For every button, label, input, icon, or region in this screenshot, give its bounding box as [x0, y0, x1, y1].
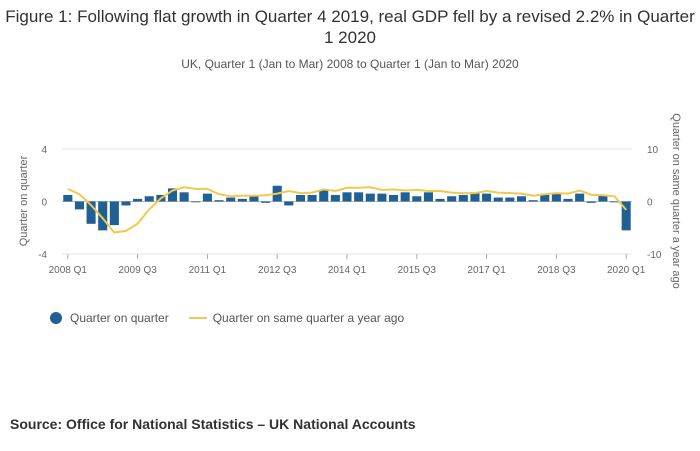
bar-qoq[interactable]	[237, 198, 247, 202]
bar-qoq[interactable]	[505, 197, 515, 202]
bar-qoq[interactable]	[528, 200, 538, 202]
bar-qoq[interactable]	[330, 194, 340, 202]
bar-qoq[interactable]	[202, 193, 212, 202]
bar-qoq[interactable]	[121, 201, 131, 206]
bar-qoq[interactable]	[98, 201, 108, 231]
bar-qoq[interactable]	[284, 201, 294, 206]
bar-qoq[interactable]	[179, 192, 189, 202]
bar-qoq[interactable]	[575, 193, 585, 202]
legend-qoq-marker	[50, 312, 62, 324]
y-tick-left: 0	[41, 198, 47, 209]
x-tick-label: 2020 Q1	[607, 265, 646, 276]
bar-qoq[interactable]	[470, 192, 480, 202]
legend-item-yoy[interactable]: Quarter on same quarter a year ago	[188, 311, 405, 325]
legend-yoy-label: Quarter on same quarter a year ago	[212, 311, 405, 325]
x-tick-label: 2018 Q3	[537, 265, 576, 276]
bar-qoq[interactable]	[563, 198, 573, 202]
x-tick-label: 2014 Q1	[328, 265, 367, 276]
bar-qoq[interactable]	[458, 194, 468, 202]
x-tick-label: 2015 Q3	[398, 265, 437, 276]
x-tick-label: 2011 Q1	[189, 265, 227, 276]
bar-qoq[interactable]	[133, 198, 143, 202]
y-tick-right: -10	[647, 250, 662, 261]
x-tick-label: 2012 Q3	[258, 265, 297, 276]
bar-qoq[interactable]	[319, 189, 329, 202]
chart-area: 4 0 -4 10 0 -10 2008 Q1 2009 Q3 2011 Q1 2012 Q3…	[18, 113, 682, 288]
bar-qoq[interactable]	[261, 201, 271, 203]
y-axis-right-label: Quarter on same quarter a year ago	[670, 113, 682, 288]
bar-qoq[interactable]	[144, 196, 154, 202]
bar-qoq[interactable]	[551, 193, 561, 202]
chart-title: Figure 1: Following flat growth in Quart…	[5, 7, 695, 47]
bar-qoq[interactable]	[191, 201, 201, 203]
legend-qoq-label: Quarter on quarter	[70, 311, 169, 325]
chart-subtitle: UK, Quarter 1 (Jan to Mar) 2008 to Quart…	[181, 57, 519, 71]
bar-qoq[interactable]	[423, 192, 433, 202]
bar-qoq[interactable]	[388, 194, 399, 202]
legend-item-qoq[interactable]: Quarter on quarter	[50, 311, 169, 325]
yoy-series-line	[67, 186, 627, 234]
bar-qoq[interactable]	[377, 193, 387, 202]
y-tick-right: 0	[647, 198, 653, 209]
source-note: Source: Office for National Statistics –…	[10, 416, 416, 432]
bar-qoq[interactable]	[249, 194, 259, 202]
bar-qoq[interactable]	[400, 192, 410, 202]
legend-yoy-marker	[188, 317, 207, 319]
bar-qoq[interactable]	[86, 201, 96, 224]
bar-qoq[interactable]	[610, 201, 620, 203]
y-tick-left: -4	[38, 250, 47, 261]
bar-qoq[interactable]	[621, 201, 631, 231]
bar-qoq[interactable]	[63, 194, 73, 202]
bar-qoq[interactable]	[586, 201, 596, 203]
x-tick-label: 2017 Q1	[467, 265, 506, 276]
x-tick-label: 2009 Q3	[118, 265, 157, 276]
bar-qoq[interactable]	[482, 193, 492, 202]
bar-qoq[interactable]	[295, 194, 306, 202]
bar-qoq[interactable]	[74, 201, 84, 210]
bar-qoq[interactable]	[435, 198, 445, 202]
bar-qoq[interactable]	[365, 193, 375, 202]
x-tick-label: 2008 Q1	[49, 265, 88, 276]
bar-qoq[interactable]	[226, 197, 236, 202]
bar-qoq[interactable]	[307, 194, 317, 202]
y-axis-left-label: Quarter on quarter	[18, 155, 30, 246]
bar-qoq[interactable]	[167, 188, 178, 202]
bar-qoq[interactable]	[214, 200, 224, 202]
bar-qoq[interactable]	[412, 196, 422, 202]
bar-qoq[interactable]	[342, 192, 352, 202]
bar-qoq[interactable]	[516, 196, 527, 202]
bar-qoq[interactable]	[354, 192, 364, 202]
bar-qoq[interactable]	[598, 194, 608, 202]
y-tick-left: 4	[41, 145, 47, 156]
bar-qoq[interactable]	[109, 201, 119, 226]
y-tick-right: 10	[647, 145, 659, 156]
bar-qoq[interactable]	[493, 197, 503, 202]
bar-qoq[interactable]	[540, 194, 550, 202]
bar-qoq[interactable]	[447, 196, 457, 202]
legend: Quarter on quarter Quarter on same quart…	[50, 311, 424, 325]
